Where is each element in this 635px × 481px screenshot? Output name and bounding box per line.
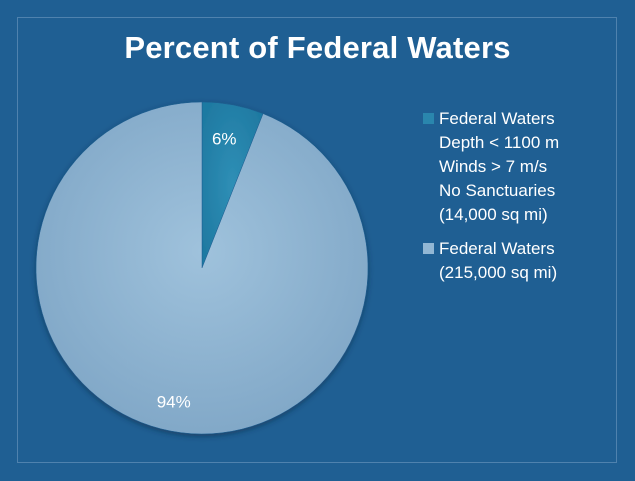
legend-label-line: (215,000 sq mi) [439, 263, 558, 282]
pie-data-labels: 6% 94% [157, 129, 237, 411]
legend-label-line: Depth < 1100 m [439, 133, 560, 152]
legend-label-small: Federal Waters Depth < 1100 m Winds > 7 … [439, 107, 559, 227]
legend-entry-large: Federal Waters (215,000 sq mi) [423, 237, 623, 285]
legend-entry-small: Federal Waters Depth < 1100 m Winds > 7 … [423, 107, 623, 227]
legend-swatch-small [423, 113, 434, 124]
pie-data-label-0: 6% [212, 129, 237, 148]
plot-area-border [17, 17, 617, 463]
pie-slices [35, 101, 369, 435]
legend: Federal Waters Depth < 1100 m Winds > 7 … [423, 107, 623, 295]
pie-data-label-1: 94% [157, 393, 191, 412]
legend-label-line: Federal Waters [439, 109, 555, 128]
legend-label-large: Federal Waters (215,000 sq mi) [439, 237, 557, 285]
legend-label-line: No Sanctuaries [439, 181, 556, 200]
pie-slice-1 [35, 101, 369, 435]
legend-label-line: Federal Waters [439, 239, 555, 258]
legend-label-line: (14,000 sq mi) [439, 205, 548, 224]
chart-title: Percent of Federal Waters [124, 30, 511, 65]
legend-swatch-large [423, 243, 434, 254]
legend-label-line: Winds > 7 m/s [439, 157, 548, 176]
